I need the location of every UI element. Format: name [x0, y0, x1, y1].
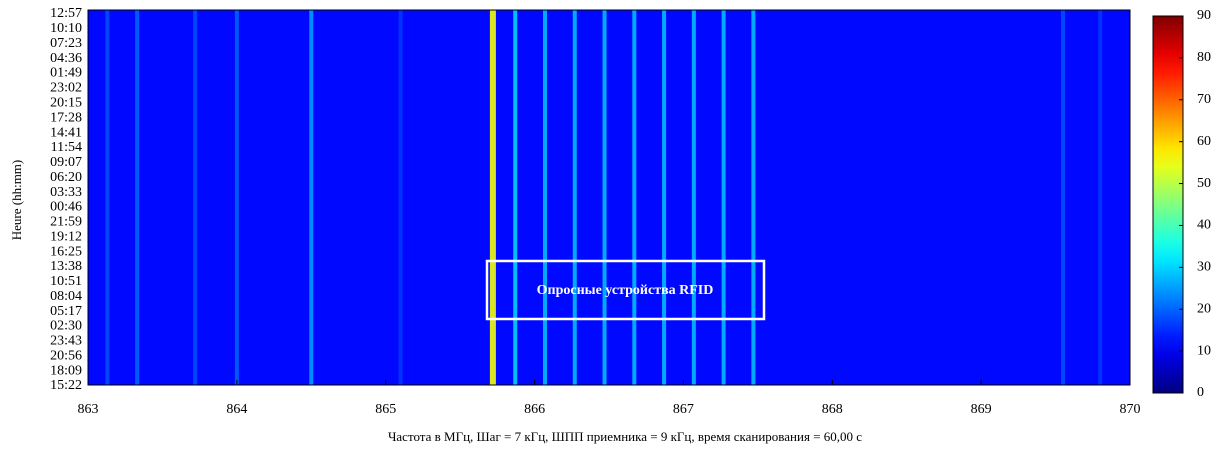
y-tick-label: 00:46	[50, 200, 82, 215]
y-tick-label: 14:41	[50, 125, 82, 140]
annotation: Опросные устройства RFID	[537, 283, 714, 298]
y-tick-label: 07:23	[50, 36, 82, 51]
x-tick-label: 869	[971, 402, 992, 417]
x-tick-label: 864	[226, 402, 247, 417]
y-axis-label: Heure (hh:mm)	[9, 160, 24, 241]
colorbar-tick-label: 0	[1197, 385, 1204, 400]
emission-column	[1098, 10, 1102, 385]
y-tick-label: 12:57	[50, 6, 82, 21]
y-tick-label: 20:56	[50, 348, 82, 363]
page: {"chart_data": { "type": "heatmap", "xla…	[0, 0, 1228, 453]
y-tick-label: 18:09	[50, 363, 82, 378]
colorbar	[1153, 16, 1183, 393]
y-tick-label: 20:15	[50, 95, 82, 110]
y-tick-label: 23:02	[50, 81, 82, 96]
colorbar-tick-label: 10	[1197, 343, 1211, 358]
y-tick-label: 17:28	[50, 110, 82, 125]
colorbar-tick-label: 60	[1197, 134, 1211, 149]
x-axis-label: Частота в МГц, Шаг = 7 кГц, ШПП приемник…	[388, 429, 862, 444]
x-tick-label: 868	[822, 402, 843, 417]
y-tick-label: 05:17	[50, 304, 82, 319]
emission-column	[722, 10, 726, 385]
emission-column	[309, 10, 313, 385]
colorbar-tick-label: 70	[1197, 92, 1211, 107]
colorbar-tick-label: 80	[1197, 50, 1211, 65]
x-tick-label: 870	[1120, 402, 1141, 417]
y-tick-label: 10:51	[50, 274, 82, 289]
emission-column	[135, 10, 139, 385]
y-tick-label: 09:07	[50, 155, 82, 170]
colorbar-tick-label: 30	[1197, 260, 1211, 275]
y-tick-label: 04:36	[50, 51, 82, 66]
emission-column	[632, 10, 636, 385]
colorbar-tick-label: 90	[1197, 8, 1211, 23]
y-tick-label: 01:49	[50, 66, 82, 81]
emission-column	[513, 10, 517, 385]
emission-column	[399, 10, 403, 385]
emission-column	[193, 10, 197, 385]
y-tick-label: 15:22	[50, 378, 82, 393]
y-tick-label: 03:33	[50, 185, 82, 200]
y-tick-label: 10:10	[50, 21, 82, 36]
y-tick-label: 08:04	[50, 289, 82, 304]
x-tick-label: 866	[524, 402, 545, 417]
colorbar-tick-label: 20	[1197, 301, 1211, 316]
y-tick-label: 19:12	[50, 229, 82, 244]
y-tick-label: 16:25	[50, 244, 82, 259]
emission-column	[235, 10, 239, 385]
emission-column	[573, 10, 577, 385]
x-tick-label: 863	[78, 402, 99, 417]
heatmap-background	[88, 10, 1130, 385]
y-tick-label: 06:20	[50, 170, 82, 185]
emission-column	[490, 10, 496, 385]
emission-column	[692, 10, 696, 385]
x-tick-label: 865	[375, 402, 396, 417]
colorbar-tick-label: 50	[1197, 176, 1211, 191]
y-tick-label: 13:38	[50, 259, 82, 274]
x-tick-label: 867	[673, 402, 694, 417]
emission-column	[662, 10, 666, 385]
emission-column	[603, 10, 607, 385]
emission-column	[105, 10, 109, 385]
emission-column	[543, 10, 547, 385]
y-tick-label: 21:59	[50, 215, 82, 230]
emission-column	[1061, 10, 1065, 385]
y-tick-label: 02:30	[50, 319, 82, 334]
emission-column	[751, 10, 755, 385]
chart: Частота в МГц, Шаг = 7 кГц, ШПП приемник…	[0, 0, 1228, 453]
colorbar-tick-label: 40	[1197, 218, 1211, 233]
y-tick-label: 23:43	[50, 334, 82, 349]
y-tick-label: 11:54	[51, 140, 82, 155]
